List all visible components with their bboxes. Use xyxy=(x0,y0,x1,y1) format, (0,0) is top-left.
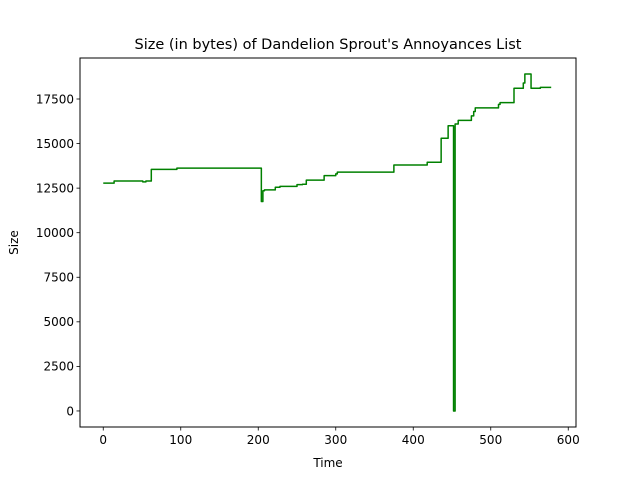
y-tick-label: 0 xyxy=(66,404,74,418)
y-tick-label: 15000 xyxy=(36,137,74,151)
x-tick-label: 400 xyxy=(402,433,425,447)
y-tick-label: 10000 xyxy=(36,226,74,240)
x-tick-label: 200 xyxy=(247,433,270,447)
x-tick-label: 500 xyxy=(479,433,502,447)
plot-area xyxy=(103,73,552,412)
axes-frame xyxy=(79,57,577,428)
series-line xyxy=(103,73,552,412)
x-axis-ticks: 0 100 200 300 400 500 600 xyxy=(99,427,580,447)
y-axis-ticks: 0 2500 5000 7500 10000 12500 15000 17500 xyxy=(36,92,80,418)
chart-title: Size (in bytes) of Dandelion Sprout's An… xyxy=(135,37,522,53)
y-tick-label: 7500 xyxy=(43,271,74,285)
x-axis-label: Time xyxy=(312,456,342,470)
y-tick-label: 12500 xyxy=(36,181,74,195)
y-tick-label: 17500 xyxy=(36,92,74,106)
x-tick-label: 600 xyxy=(557,433,580,447)
y-axis-label: Size xyxy=(7,230,21,255)
y-tick-label: 5000 xyxy=(43,315,74,329)
x-tick-label: 300 xyxy=(324,433,347,447)
x-tick-label: 100 xyxy=(169,433,192,447)
x-tick-label: 0 xyxy=(99,433,107,447)
y-tick-label: 2500 xyxy=(43,360,74,374)
